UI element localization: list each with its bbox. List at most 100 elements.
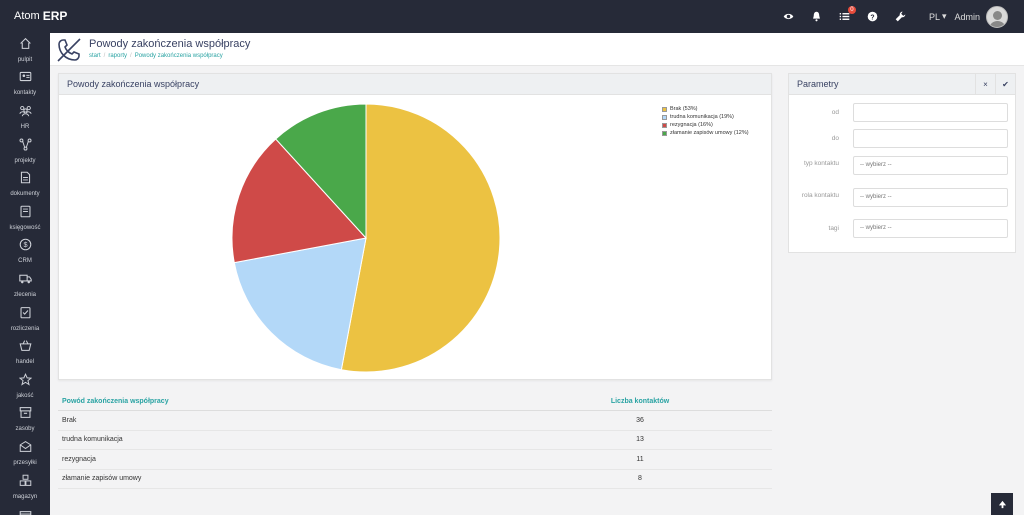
sidebar-item-zasoby[interactable]: zasoby [0, 403, 50, 437]
cell-reason: złamanie zapisów umowy [62, 475, 142, 483]
param-label-tagi: tagi [828, 225, 839, 232]
user-name[interactable]: Admin [954, 11, 980, 22]
dollar-icon: $ [19, 238, 32, 258]
sidebar-item-pulpit[interactable]: pulpit [0, 33, 50, 67]
legend-label: trudna komunikacja (19%) [670, 114, 734, 120]
date-from-input[interactable] [853, 103, 1008, 122]
tags-select[interactable]: -- wybierz -- [853, 219, 1008, 238]
svg-text:?: ? [871, 14, 875, 21]
notification-badge: 0 [847, 6, 856, 14]
breadcrumb-separator: / [103, 53, 106, 59]
star-icon [18, 372, 32, 393]
sidebar-item-magazyn[interactable]: magazyn [0, 470, 50, 504]
parameters-panel: Parametry × ✔ od do typ kontaktu -- wybi… [788, 73, 1016, 253]
sidebar-item-label: projekty [14, 157, 36, 164]
chart-panel-title: Powody zakończenia współpracy [59, 74, 771, 95]
cell-count: 11 [636, 455, 644, 463]
language-selector[interactable]: PL ▾ [929, 11, 947, 22]
breadcrumb-current[interactable]: Powody zakończenia współpracy [134, 53, 223, 59]
sidebar-item-zlecenia[interactable]: zlecenia [0, 268, 50, 302]
apply-button[interactable]: ✔ [995, 74, 1015, 95]
wrench-icon[interactable] [887, 0, 915, 33]
sidebar-item-label: dokumenty [10, 191, 40, 198]
scroll-to-top-button[interactable] [991, 493, 1013, 515]
app-logo[interactable]: Atom ERP [14, 9, 67, 23]
sidebar-item-crm[interactable]: $ CRM [0, 235, 50, 269]
sidebar-item-label: kontakty [13, 90, 37, 97]
phone-disconnect-icon [57, 38, 81, 62]
help-icon[interactable]: ? [859, 0, 887, 33]
sidebar-item-kontakty[interactable]: kontakty [0, 67, 50, 101]
pie-chart [231, 103, 501, 373]
people-icon [18, 104, 32, 124]
sidebar-item-handel[interactable]: handel [0, 335, 50, 369]
pie-slice[interactable] [233, 237, 367, 371]
window-icon [19, 510, 32, 515]
list-icon[interactable]: 0 [831, 0, 859, 33]
sidebar-item-label: przesyłki [13, 459, 37, 466]
checklist-icon [19, 306, 32, 326]
sidebar-item-księgowość[interactable]: księgowość [0, 201, 50, 235]
sidebar-item-label: magazyn [12, 493, 38, 500]
sidebar-item-przesyłki[interactable]: przesyłki [0, 436, 50, 470]
param-label-typ: typ kontaktu [803, 160, 839, 167]
table-row: złamanie zapisów umowy 8 [58, 470, 772, 489]
contact-type-select[interactable]: -- wybierz -- [853, 156, 1008, 175]
cell-reason: Brak [62, 416, 77, 424]
sidebar-item-projekty[interactable]: projekty [0, 134, 50, 168]
parameters-title: Parametry [797, 79, 839, 89]
pie-slice[interactable] [275, 103, 367, 240]
sidebar: pulpit kontakty HR projekty dokumenty księgow… [0, 33, 50, 515]
contact-role-select[interactable]: -- wybierz -- [853, 188, 1008, 207]
date-to-input[interactable] [853, 129, 1008, 148]
close-button[interactable]: × [975, 74, 995, 95]
table-header-row: Powód zakończenia współpracy Liczba kont… [58, 393, 772, 411]
sidebar-item-dokumenty[interactable]: dokumenty [0, 167, 50, 201]
basket-icon [19, 339, 32, 359]
arrow-up-icon [998, 500, 1006, 508]
column-header-reason[interactable]: Powód zakończenia współpracy [62, 398, 169, 405]
report-table: Powód zakończenia współpracy Liczba kont… [58, 393, 772, 489]
svg-text:$: $ [23, 241, 27, 250]
legend-swatch [662, 106, 667, 112]
chart-panel: Powody zakończenia współpracy Brak (53%)… [58, 73, 772, 380]
sidebar-item-label: księgowość [9, 224, 41, 231]
pie-slice[interactable] [231, 138, 367, 264]
sidebar-item-label: zasoby [15, 426, 35, 433]
sidebar-item-jakość[interactable]: jakość [0, 369, 50, 403]
page-header: Powody zakończenia współpracy start / ra… [50, 33, 1024, 66]
cell-reason: trudna komunikacja [62, 436, 123, 444]
sidebar-item-label: handel [15, 359, 35, 366]
sidebar-item-label: rozliczenia [10, 325, 40, 332]
legend-label: Brak (53%) [670, 106, 698, 112]
cell-count: 13 [636, 436, 644, 444]
contacts-icon [19, 70, 32, 90]
legend-swatch [662, 130, 667, 136]
breadcrumb-start[interactable]: start [89, 53, 101, 59]
legend-swatch [662, 122, 667, 128]
legend-item: trudna komunikacja (19%) [662, 113, 749, 121]
bell-icon[interactable] [803, 0, 831, 33]
column-header-count[interactable]: Liczba kontaktów [610, 398, 670, 405]
sidebar-item-label: zlecenia [13, 291, 36, 298]
mail-icon [19, 440, 32, 460]
sidebar-item-more[interactable] [0, 503, 50, 515]
sidebar-item-label: jakość [16, 392, 34, 399]
cell-count: 36 [636, 416, 644, 424]
top-icons: 0 ? PL ▾ Admin [775, 0, 1008, 33]
avatar[interactable] [986, 5, 1008, 28]
sidebar-item-hr[interactable]: HR [0, 100, 50, 134]
table-row: rezygnacja 11 [58, 450, 772, 470]
table-row: Brak 36 [58, 411, 772, 431]
table-row: trudna komunikacja 13 [58, 431, 772, 450]
logo-mark: Atom [14, 10, 40, 22]
legend-label: rezygnacja (16%) [670, 122, 713, 128]
breadcrumb: start / raporty / Powody zakończenia wsp… [89, 53, 223, 59]
sidebar-item-rozliczenia[interactable]: rozliczenia [0, 302, 50, 336]
breadcrumb-separator: / [130, 53, 132, 59]
legend-item: złamanie zapisów umowy (12%) [662, 129, 749, 137]
projects-icon [18, 138, 32, 158]
breadcrumb-raporty[interactable]: raporty [108, 53, 128, 59]
eye-icon[interactable] [775, 0, 803, 33]
pie-slice[interactable] [340, 103, 501, 373]
